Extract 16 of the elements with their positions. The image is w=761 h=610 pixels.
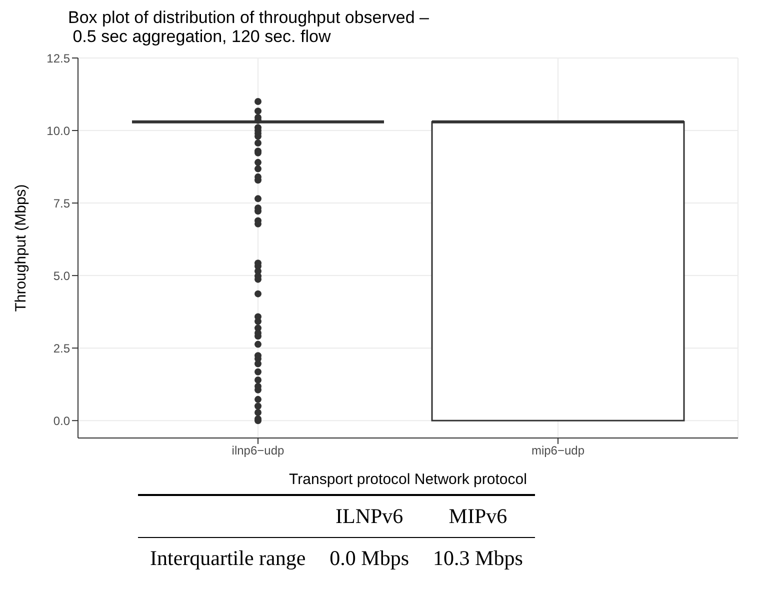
y-tick-label: 2.5: [53, 341, 70, 356]
chart-title: Box plot of distribution of throughput observed – 0.5 sec aggregation, 120 sec. flow: [68, 8, 430, 46]
text: 10.3 Mbps: [432, 545, 524, 572]
x-tick-label: mip6−udp: [531, 444, 585, 458]
text: Interquartile range: [149, 545, 307, 572]
y-tick-label: 12.5: [46, 51, 70, 66]
y-tick-label: 7.5: [53, 196, 70, 210]
y-axis-title: Throughput (Mbps): [12, 184, 30, 312]
y-tick-label: 0.0: [53, 414, 70, 428]
text: 0.0 Mbps: [328, 545, 410, 572]
y-tick-label: 10.0: [46, 124, 70, 138]
x-axis-title: Transport protocol Network protocol: [289, 471, 527, 488]
x-tick-label: ilnp6−udp: [232, 444, 285, 458]
text: ILNPv6: [334, 503, 404, 530]
y-tick-label: 5.0: [53, 268, 70, 283]
text: MIPv6: [448, 503, 508, 530]
